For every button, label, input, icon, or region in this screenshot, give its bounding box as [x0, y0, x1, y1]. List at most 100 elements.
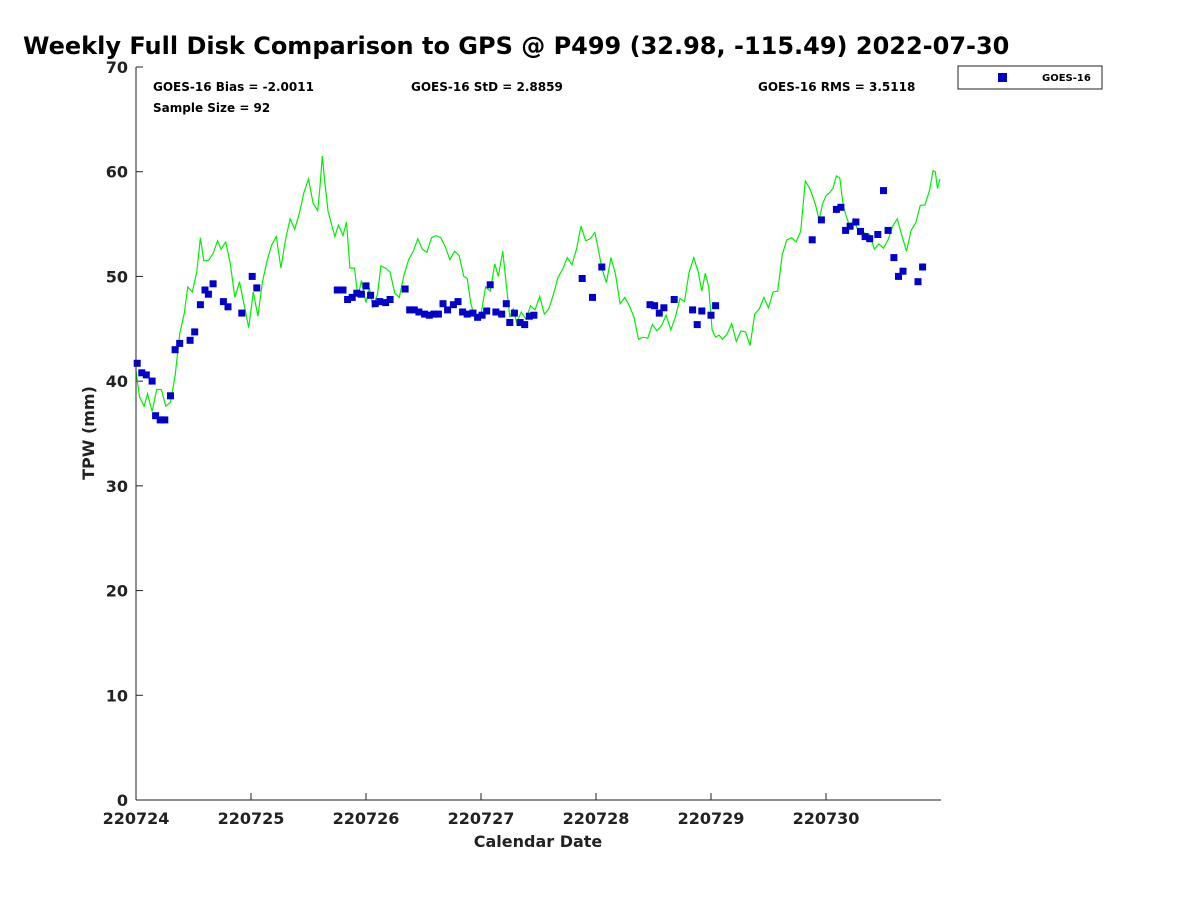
goes16-point [449, 301, 457, 309]
goes16-point [367, 291, 375, 299]
goes16-point [196, 301, 204, 309]
goes16-point [655, 309, 663, 317]
goes16-point [693, 321, 701, 329]
legend-marker-goes16 [998, 73, 1007, 82]
goes16-point [386, 296, 394, 303]
goes16-point [510, 309, 518, 317]
goes16-point [670, 296, 678, 303]
y-tick-label: 20 [106, 582, 128, 601]
goes16-point [483, 307, 491, 315]
goes16-point [176, 339, 184, 347]
goes16-point [808, 236, 816, 244]
goes16-point [219, 298, 227, 306]
goes16-point [884, 226, 892, 234]
x-tick-label: 220727 [448, 809, 515, 828]
x-tick-label: 220724 [103, 809, 170, 828]
goes16-point [142, 371, 150, 379]
gps-line [135, 155, 941, 412]
goes16-point [492, 308, 500, 316]
goes16-point [530, 311, 538, 319]
goes16-point [459, 308, 467, 316]
goes16-point [339, 286, 347, 294]
goes16-point [344, 296, 352, 303]
goes16-point [914, 278, 922, 286]
goes16-point [201, 286, 209, 294]
goes16-point [469, 309, 477, 317]
goes16-point [712, 302, 720, 310]
goes16-point [874, 231, 882, 238]
goes16-point [191, 328, 199, 336]
goes16-point [516, 319, 524, 326]
goes16-point [698, 307, 706, 315]
goes16-point [238, 309, 246, 317]
goes16-point [817, 216, 825, 224]
goes16-point [866, 235, 874, 243]
goes16-point [919, 263, 927, 271]
x-tick-label: 220725 [218, 809, 285, 828]
goes16-point [846, 222, 854, 230]
stat-std: GOES-16 StD = 2.8859 [411, 80, 563, 94]
goes16-point [660, 304, 668, 312]
legend-label-goes16: GOES-16 [1042, 73, 1091, 84]
goes16-point [171, 346, 179, 354]
goes-series [133, 187, 927, 424]
goes16-point [439, 300, 447, 308]
goes16-point [434, 310, 442, 318]
goes16-point [204, 290, 212, 298]
goes16-point [454, 298, 462, 306]
gps-series [135, 155, 941, 412]
goes16-point [598, 263, 606, 271]
goes16-point [895, 272, 902, 280]
goes16-point [371, 300, 379, 308]
legend: GOES-16 [957, 65, 1103, 90]
goes16-point [348, 293, 356, 301]
y-tick-label: 50 [106, 267, 128, 286]
goes16-point [852, 218, 860, 226]
goes16-point [133, 359, 141, 367]
goes16-point [842, 226, 850, 234]
goes16-point [463, 310, 471, 318]
goes16-point [161, 416, 169, 424]
goes16-point [578, 275, 586, 282]
y-tick-label: 30 [106, 477, 128, 496]
goes16-point [410, 306, 418, 314]
goes16-point [209, 280, 217, 288]
goes16-point [506, 319, 514, 326]
goes16-point [253, 284, 261, 292]
goes16-point [832, 205, 840, 213]
y-tick-label: 60 [106, 163, 128, 182]
goes16-point [589, 293, 596, 301]
y-tick-label: 0 [117, 791, 128, 810]
goes16-point [224, 303, 232, 311]
y-tick-label: 10 [106, 686, 128, 705]
goes16-point [421, 310, 429, 318]
goes16-point [498, 310, 506, 318]
y-axis-ticks: 0 10 20 30 40 50 60 70 [106, 58, 143, 810]
goes16-point [502, 300, 510, 308]
goes16-point [148, 377, 156, 385]
stat-sample-size: Sample Size = 92 [153, 101, 270, 115]
goes16-point [353, 289, 361, 297]
goes16-point [474, 313, 482, 321]
goes16-point [890, 254, 898, 262]
x-tick-label: 220726 [333, 809, 400, 828]
goes16-point [521, 321, 529, 329]
x-tick-label: 220730 [793, 809, 860, 828]
goes16-point [478, 311, 486, 319]
goes16-point [707, 311, 715, 319]
x-tick-label: 220729 [678, 809, 745, 828]
goes16-point [406, 306, 414, 314]
goes16-point [651, 302, 659, 310]
goes16-point [376, 298, 384, 306]
goes16-point [186, 336, 194, 344]
x-axis-ticks: 220724 220725 220726 220727 220728 220729 2207… [103, 793, 860, 828]
chart-title: Weekly Full Disk Comparison to GPS @ P49… [23, 32, 1009, 60]
x-tick-label: 220728 [563, 809, 630, 828]
legend-box [957, 65, 1103, 90]
goes16-point [425, 311, 433, 319]
goes16-point [156, 416, 164, 424]
goes16-point [444, 306, 452, 314]
y-tick-label: 70 [106, 58, 128, 77]
goes16-point [486, 281, 494, 289]
